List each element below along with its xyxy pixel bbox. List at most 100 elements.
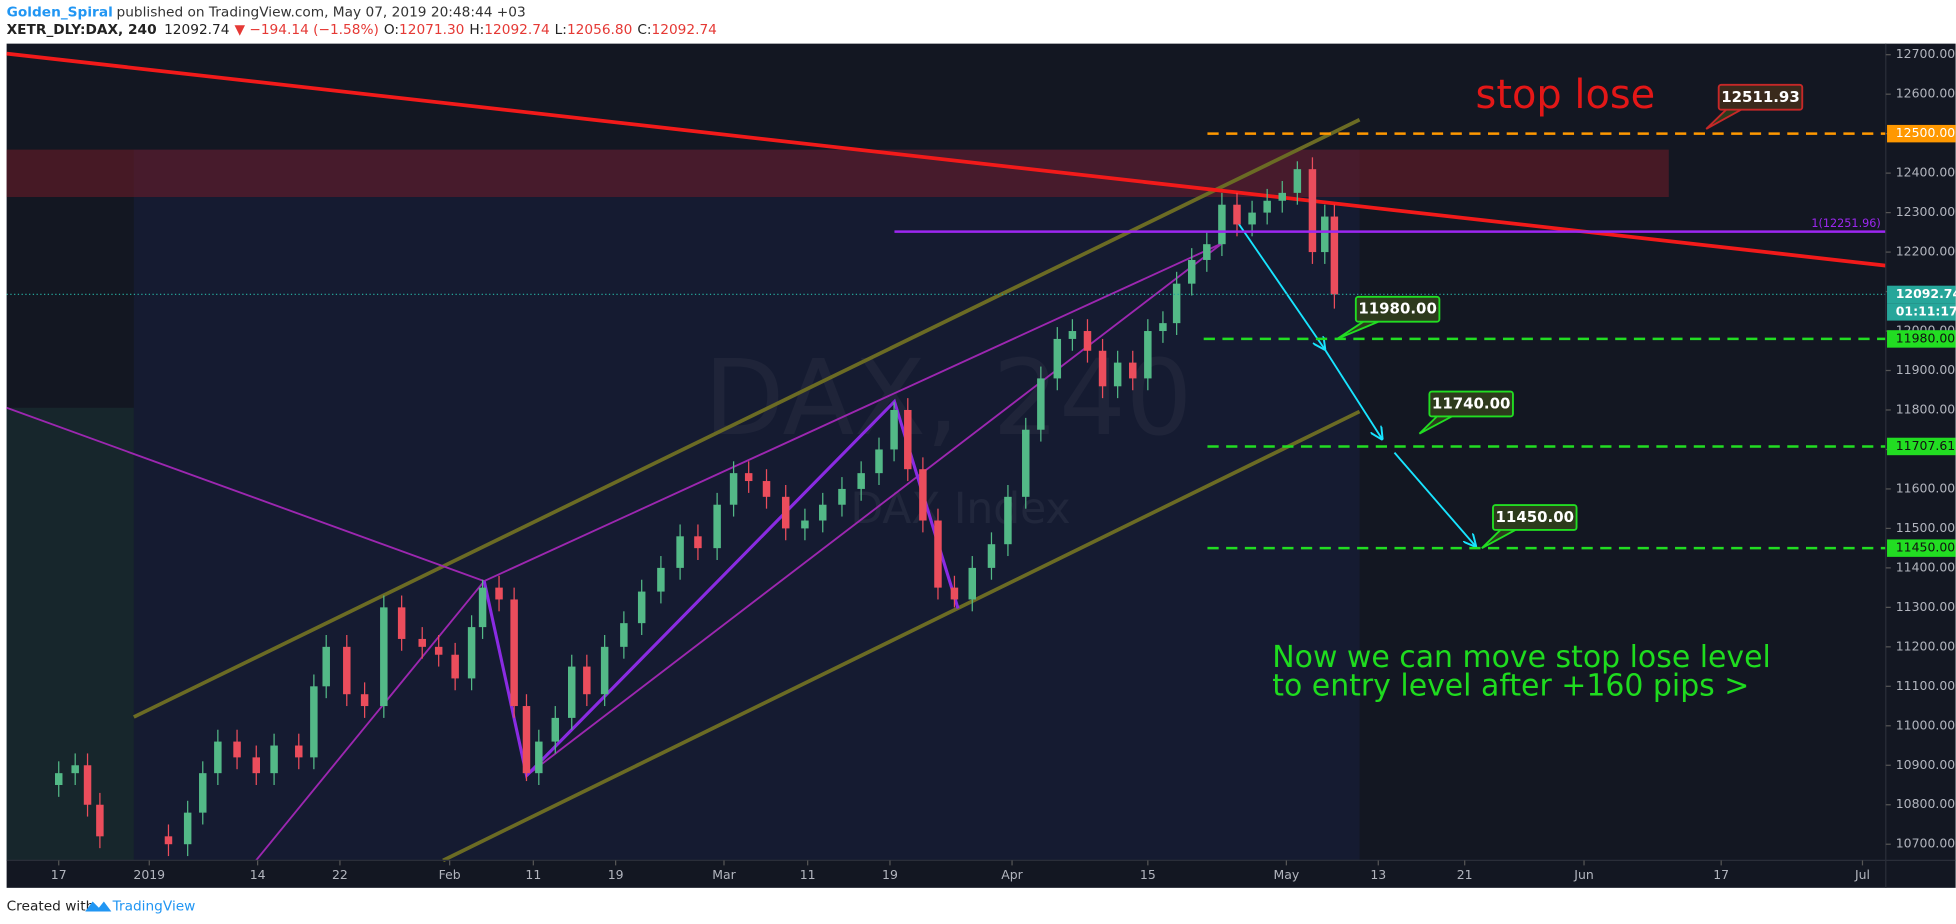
y-tick-label: 11900.00 [1896,362,1955,377]
note-line: Now we can move stop lose level [1272,640,1771,675]
ohlc-name: C: [637,22,651,38]
x-tick-label: 13 [1370,867,1386,882]
x-tick-label: 11 [800,867,816,882]
candle-body [1293,169,1302,193]
header-line-1: Golden_Spiral published on TradingView.co… [7,4,526,20]
candle-body [890,409,898,450]
candle-body [54,773,63,786]
candle-body [1159,323,1167,332]
level-label: 11707.61 [1896,438,1955,453]
candle-body [270,745,278,774]
candle-body [781,496,790,529]
candle-body [567,666,576,718]
note-line: to entry level after +160 pips > [1272,669,1749,704]
candle-body [762,481,771,497]
x-tick-label: 19 [882,867,898,882]
watermark-sub: DAX Index [851,484,1071,533]
arrow [1393,452,1475,547]
ohlc-name: O: [384,22,399,38]
channel-upper [132,118,1361,719]
candle-body [801,520,809,529]
candle-body [1203,244,1211,260]
candle-body [713,504,721,549]
x-tick-label: 17 [51,867,67,882]
y-tick-label: 11600.00 [1896,480,1955,495]
candle-body [637,591,646,624]
candle-body [495,587,503,600]
candle-body [164,836,173,845]
footer-brand[interactable]: TradingView [112,899,196,915]
y-tick-label: 11200.00 [1896,638,1955,653]
last-price: 12092.74 [164,22,229,38]
candle-body [522,706,531,774]
level-label: 11980.00 [1896,330,1955,345]
candle-body [1113,362,1122,387]
arrow [1323,348,1382,439]
ohlc-name: L: [555,22,567,38]
candle-body [214,741,222,774]
callout-pointer [1336,320,1379,340]
purple-line [483,242,1223,582]
candle-body [857,473,865,489]
level-badge [1887,539,1956,557]
callout-box [1354,295,1441,323]
candle-body [380,607,388,707]
countdown-badge [1887,303,1956,321]
candle-body [620,623,628,647]
x-tick-label: Feb [439,867,461,882]
candle-body [600,646,609,695]
y-tick-label: 12700.00 [1896,46,1955,61]
candle-body [83,765,92,805]
callout-box [1717,83,1804,111]
trend-line [6,51,1886,268]
candle-body [295,745,303,758]
ohlc-value: 12092.74 [652,22,717,38]
x-tick-label: 17 [1713,867,1729,882]
candle-body [343,646,351,695]
candle-body [96,804,104,837]
candle-body [1098,350,1107,387]
candle-body [418,638,426,647]
candle-body [1004,496,1012,545]
shade [6,407,134,861]
callout-pointer [1418,415,1453,435]
candle-body [657,567,665,592]
candle-body [1068,331,1077,339]
y-tick-label: 10900.00 [1896,757,1955,772]
x-tick-label: 22 [332,867,348,882]
symbol: XETR_DLY:DAX, 240 [7,22,157,38]
footer: Created with [7,899,95,915]
shade [133,149,1360,861]
change: ▼ −194.14 (−1.58%) [234,22,378,38]
candle-body [694,536,702,549]
y-tick-label: 11800.00 [1896,401,1955,416]
candle-body [1263,200,1271,213]
candle-body [968,567,977,600]
level-badge [1887,124,1956,143]
x-tick-label: 15 [1140,867,1156,882]
purple-line [526,242,1223,777]
callout-label: 11740.00 [1432,395,1511,413]
published: published on TradingView.com, May 07, 20… [117,4,526,20]
candle-body [1248,212,1256,225]
x-tick-label: May [1273,867,1299,882]
candle-body [1172,283,1181,324]
candle-body [904,409,912,470]
candle-body [819,504,827,521]
candle-body [987,544,996,568]
logo [85,901,112,912]
candle-body [1233,204,1241,225]
y-tick-label: 12600.00 [1896,86,1955,101]
x-tick-label: 11 [525,867,541,882]
candle-body [360,694,369,707]
y-tick-label: 11400.00 [1896,559,1955,574]
y-tick-label: 11500.00 [1896,520,1955,535]
plot-area: DAX, 240 DAX Index stop lose Now we can … [6,51,1886,863]
x-tick-label: Mar [712,867,736,882]
author[interactable]: Golden_Spiral [7,4,113,20]
last-price-badge [1887,285,1956,304]
candle-body [478,587,487,628]
callout-label: 11450.00 [1496,508,1575,526]
candle-body [551,717,560,742]
purple-line [6,406,485,582]
